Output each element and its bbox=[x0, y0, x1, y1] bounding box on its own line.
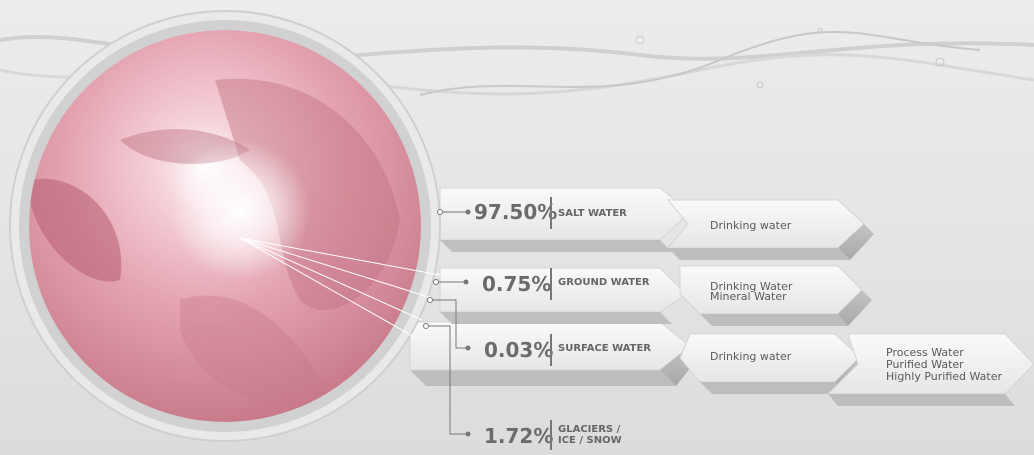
row-salt-water-arrows bbox=[439, 187, 874, 260]
salt-water-use: Drinking water bbox=[710, 219, 792, 232]
row-ground-water-arrows bbox=[439, 265, 872, 326]
separator bbox=[550, 268, 552, 300]
pointer-lines bbox=[239, 237, 441, 339]
surface-water-further-use-3: Highly Purified Water bbox=[886, 370, 1003, 383]
surface-water-percent: 0.03% bbox=[484, 338, 554, 362]
glaciers-label-line1: GLACIERS / bbox=[558, 424, 621, 435]
glaciers-percent: 1.72% bbox=[484, 424, 554, 448]
salt-water-label: SALT WATER bbox=[558, 208, 627, 219]
callout-lines bbox=[423, 209, 471, 437]
separator bbox=[550, 197, 552, 229]
ground-water-label: GROUND WATER bbox=[558, 277, 650, 288]
glaciers-label-line2: ICE / SNOW bbox=[558, 435, 622, 446]
ground-water-percent: 0.75% bbox=[482, 272, 552, 296]
separator bbox=[550, 334, 552, 366]
salt-water-percent: 97.50% bbox=[474, 200, 558, 224]
surface-water-further-use-1: Process Water bbox=[886, 346, 964, 359]
surface-water-label: SURFACE WATER bbox=[558, 343, 651, 354]
surface-water-use: Drinking water bbox=[710, 350, 792, 363]
ground-water-use-1: Drinking Water bbox=[710, 280, 793, 293]
surface-water-further-use-2: Purified Water bbox=[886, 358, 964, 371]
separator bbox=[550, 420, 552, 450]
ground-water-use-2: Mineral Water bbox=[710, 290, 787, 303]
globe bbox=[29, 30, 421, 422]
